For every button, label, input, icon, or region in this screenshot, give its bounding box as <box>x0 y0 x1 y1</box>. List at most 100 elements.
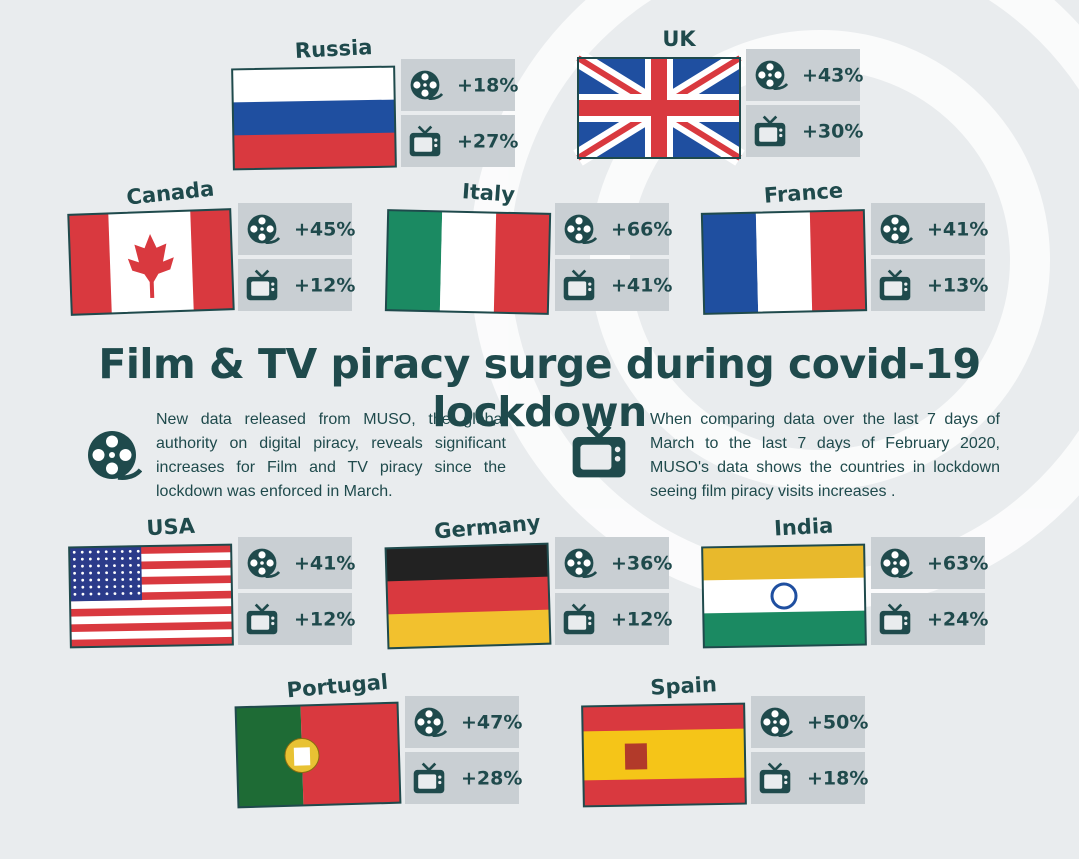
flag-part <box>80 550 84 554</box>
flag-part <box>137 591 141 595</box>
country: France +41% +13% <box>700 178 988 315</box>
film-value: +36% <box>611 553 672 575</box>
flag-part <box>72 550 76 554</box>
flag-part <box>121 592 125 595</box>
flag-part <box>89 578 93 582</box>
flag <box>67 208 235 316</box>
flag-part <box>81 578 85 582</box>
flag-part <box>583 777 746 807</box>
country-name: USA <box>146 514 196 541</box>
flag-part <box>137 577 141 581</box>
flag-part <box>89 571 92 575</box>
flag-part <box>70 598 233 610</box>
film-value: +41% <box>294 553 355 575</box>
flag-part <box>137 570 140 574</box>
flag-part <box>232 99 396 137</box>
flag-part <box>113 564 116 568</box>
flag-border <box>701 543 867 649</box>
country-name: Canada <box>125 177 215 210</box>
flag-part <box>97 592 101 596</box>
country-name: Portugal <box>286 670 389 703</box>
flag-part <box>233 132 396 170</box>
flag-part <box>105 578 109 582</box>
flag-part <box>70 629 233 641</box>
flag-part <box>70 606 233 618</box>
country-name: Russia <box>294 35 373 63</box>
flag-part <box>81 592 85 596</box>
flag-part <box>73 592 77 596</box>
flag-part <box>89 592 93 596</box>
flag-part <box>702 577 866 615</box>
flag-part <box>137 584 141 588</box>
flag-part <box>104 550 108 554</box>
flag-part <box>755 211 813 313</box>
tv-value: +13% <box>927 275 988 297</box>
flag <box>573 50 745 166</box>
flag-part <box>113 585 117 589</box>
flag-part <box>129 584 133 588</box>
flag-part <box>128 549 132 553</box>
film-value: +50% <box>807 712 868 734</box>
flag-part <box>121 585 125 588</box>
tv-value: +12% <box>294 609 355 631</box>
flag-part <box>73 585 77 589</box>
flag <box>68 543 234 649</box>
flag-part <box>81 571 84 575</box>
country-name: India <box>773 513 833 540</box>
flag <box>701 543 867 649</box>
flag-part <box>190 209 234 311</box>
country-name: Italy <box>461 179 516 207</box>
tv-intro: When comparing data over the last 7 days… <box>650 411 1000 500</box>
film-value: +43% <box>802 65 863 87</box>
flag-part <box>68 213 112 315</box>
flag-part <box>493 212 551 314</box>
flag-part <box>624 743 648 770</box>
country: Russia +18% +27% <box>231 35 518 171</box>
flag <box>581 702 747 808</box>
flag-part <box>120 557 124 560</box>
flag-part <box>72 557 76 561</box>
flag-part <box>582 703 745 733</box>
flag-part <box>73 578 77 582</box>
country: Canada +45% +12% <box>67 177 355 316</box>
flag-part <box>770 582 798 610</box>
country-name: Germany <box>433 510 542 543</box>
film-intro: New data released from MUSO, the global … <box>156 411 506 500</box>
flag-border <box>68 543 234 649</box>
country: Italy +66% +41% <box>384 179 672 315</box>
flag-border <box>231 65 397 171</box>
flag-part <box>137 563 140 567</box>
flag <box>384 542 552 650</box>
flag-border <box>581 702 747 808</box>
flag-part <box>105 571 108 575</box>
country: Germany +36% +12% <box>384 510 672 650</box>
flag-part <box>70 613 233 625</box>
flag <box>700 209 868 315</box>
flag-border <box>577 57 741 159</box>
flag-part <box>69 546 143 602</box>
tv-value: +30% <box>802 121 863 143</box>
flag-part <box>129 570 132 574</box>
flag-part <box>81 564 84 568</box>
flag <box>234 701 402 809</box>
flag-part <box>113 578 117 582</box>
flag-part <box>121 564 124 567</box>
flag-part <box>385 210 443 312</box>
flag-part <box>701 212 759 314</box>
country: Portugal +47% +28% <box>234 670 522 809</box>
country-name: Spain <box>650 672 718 699</box>
flag-part <box>578 100 740 116</box>
film-value: +66% <box>611 219 672 241</box>
tv-value: +12% <box>294 275 355 297</box>
film-value: +18% <box>457 75 518 97</box>
flag-part <box>73 564 76 568</box>
flag-part <box>105 592 109 596</box>
title: Film & TV piracy surge during covid-19 l… <box>98 340 981 436</box>
film-value: +63% <box>927 553 988 575</box>
flag-part <box>89 585 93 589</box>
flag-border <box>700 209 868 315</box>
flag-part <box>293 747 311 766</box>
flag-part <box>105 585 109 589</box>
